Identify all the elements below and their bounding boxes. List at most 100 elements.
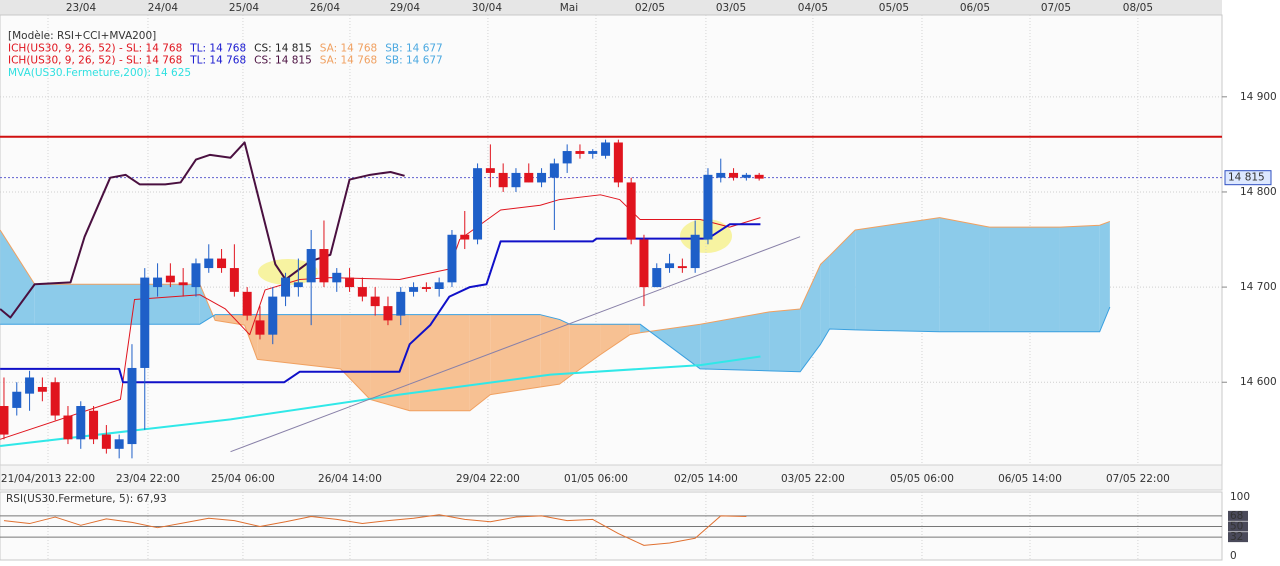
candle-body [217,258,227,269]
candle-body [511,172,521,188]
cloud-fill [244,314,258,360]
cloud-fill [215,314,245,326]
candle-body [613,142,623,183]
candle-body [293,282,303,288]
candle-body [76,406,86,440]
candle-body [114,439,124,449]
candle-body [127,367,137,445]
candle-body [12,391,22,408]
candle-body [396,291,406,316]
top-date-label: 07/05 [1041,2,1071,14]
candle-body [409,287,419,292]
legend-entry: ICH(US30, 9, 26, 52) - SL: 14 768 [8,55,182,67]
x-tick-label: 05/05 06:00 [890,473,954,485]
y-tick-label: 14 900 [1240,91,1277,103]
candle-body [50,382,60,416]
x-tick-label: 03/05 22:00 [781,473,845,485]
cloud-fill [769,308,801,372]
x-tick-label: 29/04 22:00 [456,473,520,485]
rsi-tick-label: 32 [1230,531,1243,543]
candle-body [562,151,572,164]
legend-entry: SB: 14 677 [385,42,442,54]
candle-body [37,386,47,392]
rsi-tick-label: 50 [1230,521,1243,533]
x-tick-label: 26/04 14:00 [318,473,382,485]
candle-body [25,377,35,394]
top-date-label: 02/05 [635,2,665,14]
legend-entry: SA: 14 768 [320,42,377,54]
cloud-fill [340,314,371,400]
candle-body [268,296,278,335]
candle-body [229,268,239,292]
candle-body [460,234,470,240]
candle-body [549,163,559,178]
candle-body [140,277,150,368]
candle-body [281,277,291,297]
legend-entry: CS: 14 815 [254,42,312,54]
cloud-span-a [0,217,1111,412]
indicator-line [0,355,761,447]
cloud-fill [939,217,990,332]
x-tick-label: 07/05 22:00 [1106,473,1170,485]
cloud-fill [370,314,410,411]
candle-body [319,249,329,283]
legend-entry: SB: 14 677 [385,55,442,67]
legend-entry: [Modèle: RSI+CCI+MVA200] [8,30,156,42]
legend-entry: CS: 14 815 [254,55,312,67]
cloud-fill [559,319,570,385]
candle-body [473,168,483,240]
top-date-label: 29/04 [390,2,421,14]
rsi-tick-box [1228,532,1248,543]
legend-entry: ICH(US30, 9, 26, 52) - SL: 14 768 [8,42,182,54]
top-date-label: 03/05 [716,2,746,14]
candle-body [434,282,444,289]
legend-line: ICH(US30, 9, 26, 52) - SL: 14 768 TL: 14 … [8,42,443,54]
candle-body [575,151,585,154]
candle-body [191,263,201,288]
cloud-fill [34,284,200,325]
candle-body [370,296,380,307]
cloud-fill [800,264,821,372]
top-date-label: 23/04 [66,2,97,14]
legend-entry: SA: 14 768 [320,55,377,67]
candle-body [524,172,534,183]
candle-body [588,151,598,154]
candle-body [652,268,662,288]
top-date-label: 25/04 [229,2,260,14]
top-date-label: 30/04 [472,2,503,14]
candle-body [665,263,675,269]
rsi-tick-label: 68 [1230,510,1243,522]
y-tick-label: 14 600 [1240,376,1277,388]
x-tick-label: 25/04 06:00 [211,473,275,485]
candle-body [153,277,163,288]
cloud-fill [490,314,541,395]
top-date-strip [0,0,1222,15]
candle-body [101,434,111,449]
legend-entry: TL: 14 768 [189,55,246,67]
rsi-title: RSI(US30.Fermeture, 5): 67,93 [6,493,167,505]
x-tick-label: 02/05 14:00 [674,473,738,485]
rsi-tick-box [1228,521,1248,532]
candle-body [421,287,431,289]
candle-body [0,406,9,435]
candle-body [255,320,265,335]
candle-body [485,168,495,173]
top-date-label: 05/05 [879,2,909,14]
rsi-tick-box [1228,510,1248,521]
candle-body [345,277,355,288]
cloud-fill [855,217,940,332]
top-date-label: Mai [560,2,578,14]
cloud-fill [409,314,470,411]
candle-body [357,287,367,297]
rsi-line [3,514,747,546]
candle-body [703,174,713,240]
top-date-label: 06/05 [960,2,990,14]
rsi-tick-label: 0 [1230,550,1237,562]
candle-body [754,174,764,179]
candle-body [639,239,649,288]
cloud-fill [820,255,830,345]
candle-body [741,174,751,178]
candle-body [601,142,611,156]
last-price-box [1224,170,1272,186]
